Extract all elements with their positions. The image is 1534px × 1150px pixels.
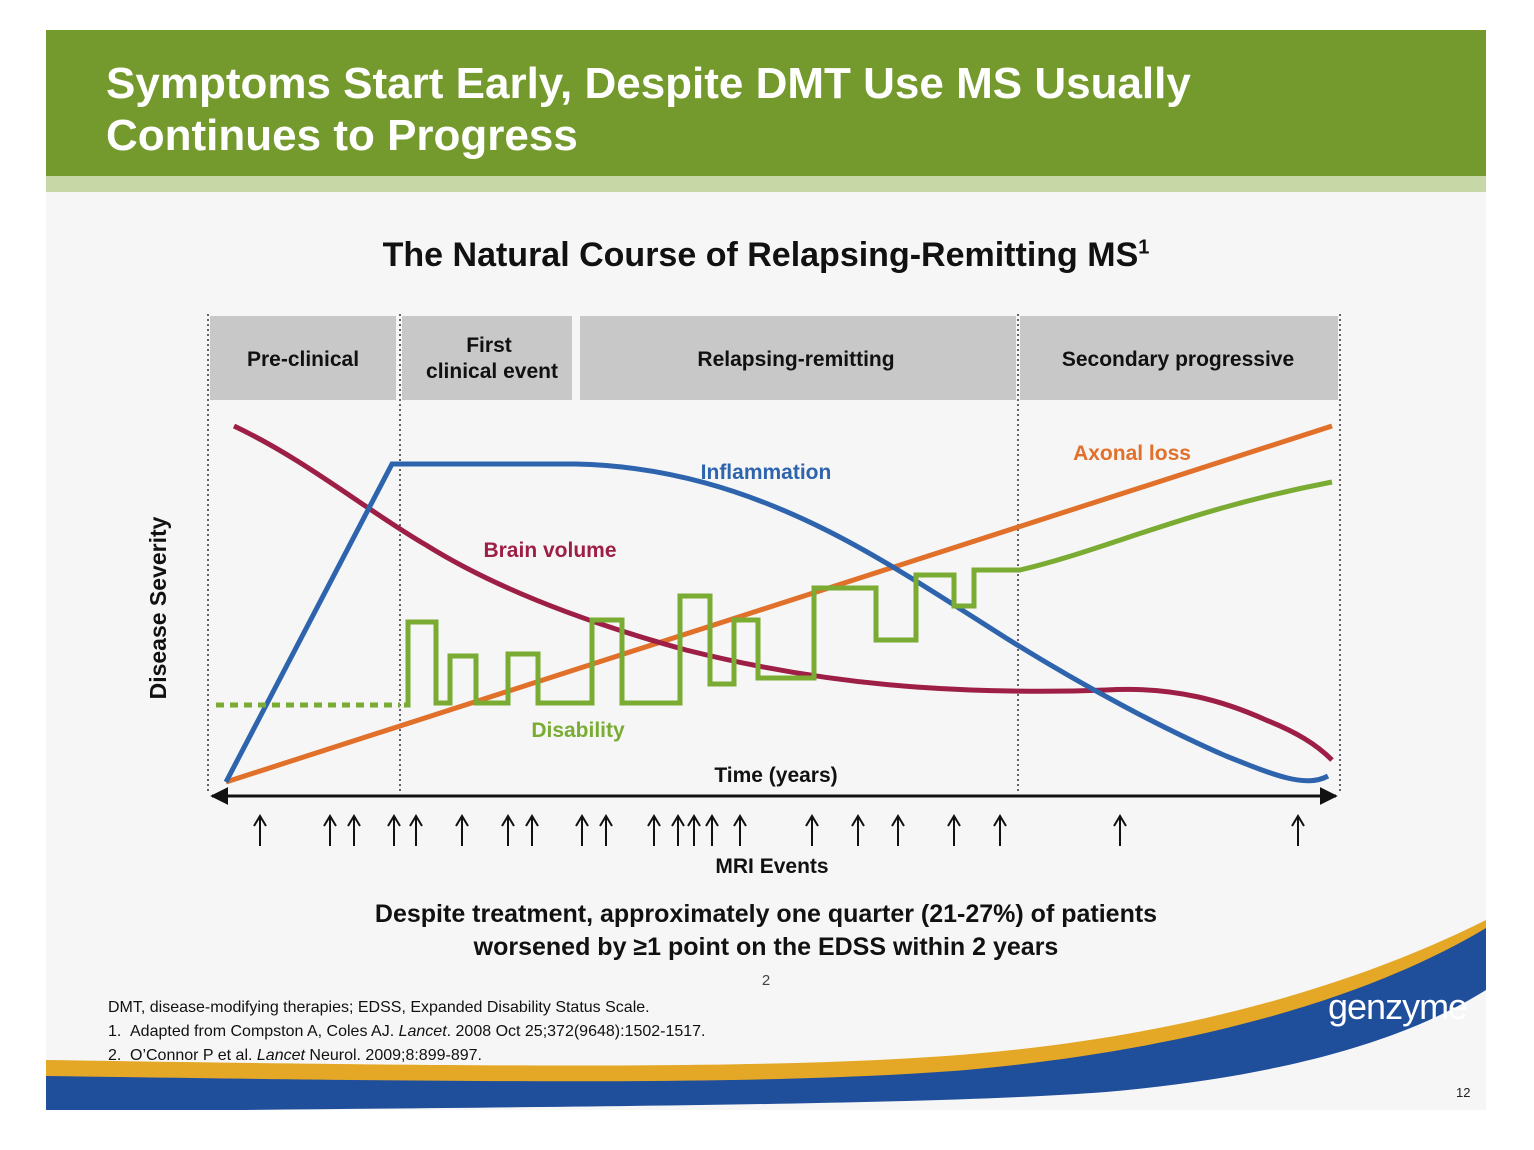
wave-light	[246, 990, 1486, 1110]
footnote-ref-2-authors: O’Connor P et al.	[130, 1047, 253, 1064]
phase-label-first-event-line-1: First	[466, 334, 512, 357]
slide-title: Symptoms Start Early, Despite DMT Use MS…	[106, 58, 1191, 162]
phase-box-relapsing	[580, 316, 1016, 400]
x-axis-label: Time (years)	[714, 764, 837, 787]
footnote-ref-1-journal: Lancet	[398, 1023, 447, 1040]
treatment-note-line-2: worsened by ≥1 point on the EDSS within …	[473, 933, 1059, 961]
diagram-title-text: The Natural Course of Relapsing-Remittin…	[382, 236, 1139, 274]
mri-event-arrow	[733, 814, 747, 846]
diagram-title-ref: 1	[1138, 236, 1150, 259]
footnotes: DMT, disease-modifying therapies; EDSS, …	[108, 996, 706, 1068]
disability-curve	[404, 479, 1333, 708]
phase-label-secondary: Secondary progressive	[1062, 348, 1294, 371]
genzyme-logo: genzyme	[1328, 986, 1468, 1027]
mri-event-arrow	[851, 814, 865, 846]
mri-event-arrow	[805, 814, 819, 846]
footnote-ref-2-journal: Lancet	[256, 1047, 305, 1064]
mri-event-arrow	[993, 814, 1007, 846]
mri-event-arrow	[671, 814, 685, 846]
mri-event-arrow	[647, 814, 661, 846]
footnote-ref-1-authors: Adapted from Compston A, Coles AJ.	[130, 1023, 395, 1040]
footnote-ref-1-number: 1.	[108, 1023, 122, 1040]
phase-box-preclinical	[210, 316, 396, 400]
mri-event-arrow	[575, 814, 589, 846]
mri-event-arrow	[705, 814, 719, 846]
mri-event-arrow	[947, 814, 961, 846]
slide-title-line-2: Continues to Progress	[106, 111, 578, 160]
treatment-note: Despite treatment, approximately one qua…	[46, 898, 1486, 1003]
label-disability: Disability	[531, 719, 625, 742]
label-axonal-loss: Axonal loss	[1073, 442, 1191, 465]
footnote-ref-2-number: 2.	[108, 1047, 122, 1064]
phase-label-relapsing: Relapsing-remitting	[697, 348, 894, 371]
mri-event-arrow	[891, 814, 905, 846]
phase-label-preclinical: Pre-clinical	[247, 348, 359, 371]
footnote-abbreviations: DMT, disease-modifying therapies; EDSS, …	[108, 999, 650, 1016]
mri-event-arrow	[525, 814, 539, 846]
y-axis-label: Disease Severity	[145, 516, 171, 699]
ms-course-diagram: Pre-clinical First clinical event Relaps…	[46, 314, 1486, 1110]
mri-event-arrow	[347, 814, 361, 846]
mri-event-arrow	[1291, 814, 1305, 846]
title-bar: Symptoms Start Early, Despite DMT Use MS…	[46, 30, 1486, 176]
mri-event-arrows	[253, 814, 1305, 846]
mri-event-arrow	[387, 814, 401, 846]
diagram-title: The Natural Course of Relapsing-Remittin…	[46, 236, 1486, 275]
mri-event-arrow	[253, 814, 267, 846]
label-brain-volume: Brain volume	[483, 539, 616, 562]
slide-title-line-1: Symptoms Start Early, Despite DMT Use MS…	[106, 59, 1191, 108]
treatment-note-line-1: Despite treatment, approximately one qua…	[374, 900, 1158, 928]
mri-event-arrow	[409, 814, 423, 846]
treatment-note-ref: 2	[761, 972, 771, 989]
mri-event-arrow	[687, 814, 701, 846]
wave-blue	[46, 928, 1486, 1110]
mri-events-label: MRI Events	[715, 855, 828, 878]
page-number: 12	[1456, 1085, 1471, 1100]
footnote-ref-2: 2. O’Connor P et al. Lancet Neurol. 2009;…	[108, 1044, 706, 1068]
footnote-ref-1-details: . 2008 Oct 25;372(9648):1502-1517.	[446, 1023, 706, 1040]
footnote-ref-2-details: Neurol. 2009;8:899-897.	[309, 1047, 482, 1064]
phase-box-secondary	[1020, 316, 1338, 400]
inflammation-curve	[223, 461, 1330, 784]
mri-event-arrow	[455, 814, 469, 846]
mri-event-arrow	[1113, 814, 1127, 846]
brain-volume-curve	[232, 423, 1334, 762]
mri-event-arrow	[323, 814, 337, 846]
axonal-loss-curve	[225, 423, 1333, 785]
label-inflammation: Inflammation	[701, 461, 832, 484]
phase-box-first-event	[402, 316, 572, 400]
mri-event-arrow	[501, 814, 515, 846]
title-bar-stripe	[46, 176, 1486, 192]
mri-event-arrow	[599, 814, 613, 846]
treatment-note-line-2-wrap: worsened by ≥1 point on the EDSS within …	[46, 931, 1486, 1003]
footnote-ref-1: 1. Adapted from Compston A, Coles AJ. Lan…	[108, 1020, 706, 1044]
phase-label-first-event-line-2: clinical event	[426, 360, 558, 383]
slide: Symptoms Start Early, Despite DMT Use MS…	[46, 30, 1486, 1110]
